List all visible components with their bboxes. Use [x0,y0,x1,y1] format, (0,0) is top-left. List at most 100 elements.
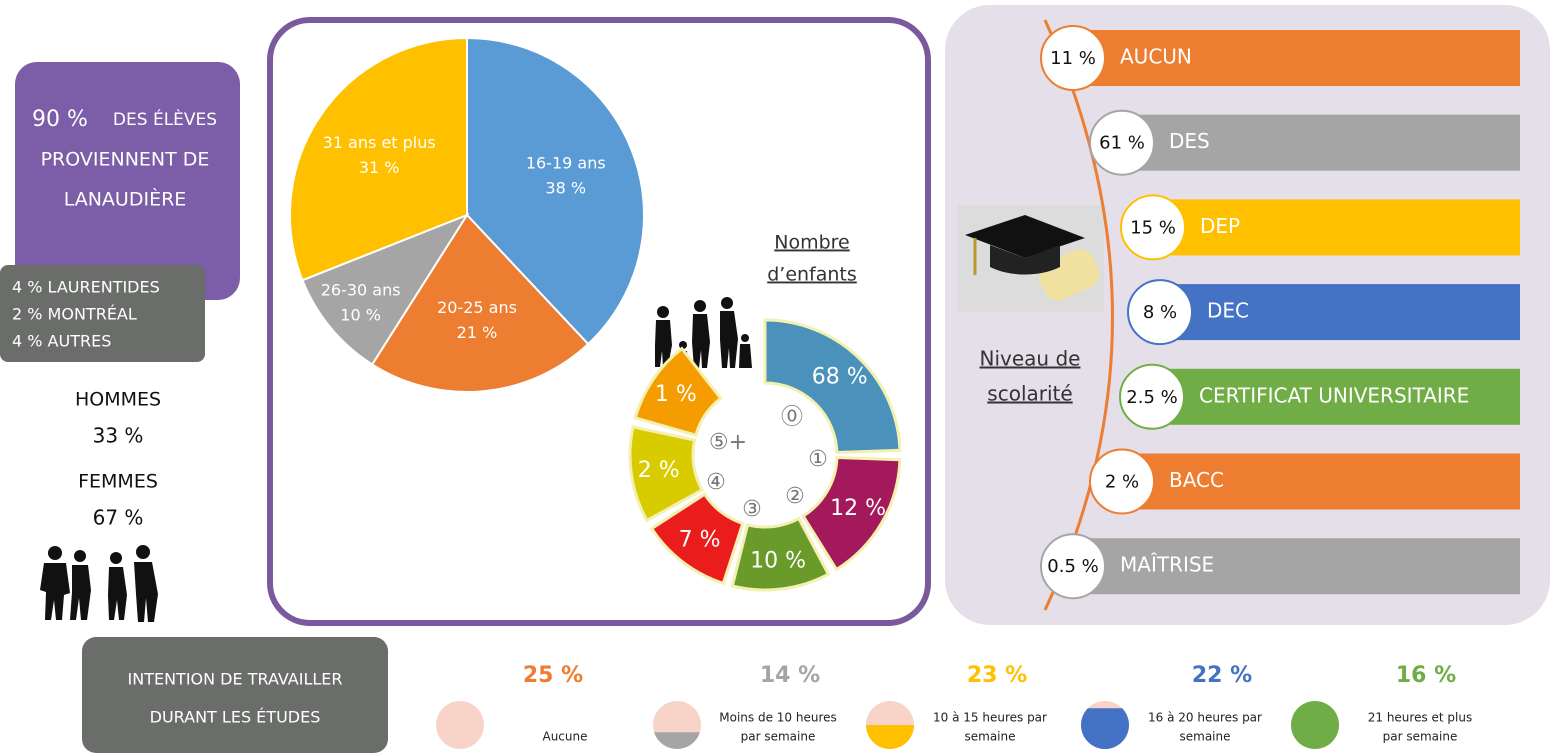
level-label: CERTIFICAT UNIVERSITAIRE [1199,383,1469,407]
education-title: Niveau de [980,347,1081,371]
connector [1043,19,1114,611]
level-circle [1040,25,1106,91]
donut-segment [633,346,723,438]
graduation-icon [958,205,1104,312]
work-icon-fill [654,732,700,750]
slice-label: 31 ans et plus [323,133,436,152]
segment-label: ① [808,447,828,472]
level-bar [1122,453,1520,510]
level-circle [1040,533,1106,600]
work-value: 25 % [523,663,583,688]
donut-segment [649,492,745,586]
children-title: d’enfants [767,264,857,286]
work-icon-fill [1291,701,1339,749]
work-label: 16 à 20 heures par [1148,711,1262,725]
pie-slice [301,212,470,366]
slice-label: 16-19 ans [526,153,606,172]
work-title: INTENTION DE TRAVAILLER [128,670,343,689]
level-value: 2 % [1105,472,1139,493]
work-icon-fill [1081,708,1130,750]
work-label: 10 à 15 heures par [933,711,1047,725]
level-value: 11 % [1050,48,1096,69]
segment-value: 10 % [750,549,806,574]
level-bar [1160,284,1520,341]
work-title: DURANT LES ÉTUDES [150,708,321,727]
level-circle [1119,363,1185,430]
work-label: par semaine [1383,730,1458,744]
slice-value: 31 % [359,158,400,177]
work-label: Aucune [542,730,587,744]
segment-value: 12 % [830,496,886,521]
level-circle [1127,279,1193,346]
donut-segment [763,318,902,455]
level-circle [1089,448,1155,515]
segment-value: 1 % [655,382,697,407]
donut-segment [628,425,705,523]
work-value: 14 % [760,663,820,688]
level-circle [1089,109,1155,176]
slice-value: 10 % [340,306,381,325]
work-icon-bg [436,701,484,749]
level-bar [1152,368,1520,425]
level-label: DEP [1200,214,1240,238]
level-bar [1073,538,1520,595]
pie-slice [289,36,468,282]
other-region: 4 % LAURENTIDES [12,278,160,297]
segment-label: ④ [706,470,726,495]
level-value: 2.5 % [1126,387,1177,408]
work-icon-fill [866,725,914,749]
origin-box [15,62,240,300]
segment-label: ② [785,484,805,509]
segment-label: ⑤+ [709,430,747,455]
level-value: 8 % [1143,302,1177,323]
level-circle [1120,194,1186,261]
pie-slice [466,36,645,346]
donut-segment [801,455,902,572]
segment-label: ⓪ [781,405,803,430]
work-label: 21 heures et plus [1368,711,1473,725]
pie-slice [370,213,590,393]
origin-text: PROVIENNENT DE [41,149,210,171]
slice-label: 26-30 ans [321,281,401,300]
gender-value: 67 % [93,506,144,530]
segment-value: 7 % [679,527,721,552]
work-value: 23 % [967,663,1027,688]
level-label: MAÎTRISE [1120,553,1214,577]
segment-value: 2 % [638,458,680,483]
origin-main: 90 % [32,107,88,132]
segment-value: 68 % [812,365,868,390]
slice-value: 38 % [545,178,586,197]
work-value: 22 % [1192,663,1252,688]
children-title: Nombre [774,232,850,254]
other-region: 2 % MONTRÉAL [12,305,137,324]
gender-value: 33 % [93,424,144,448]
work-label: semaine [965,730,1016,744]
level-label: BACC [1169,468,1224,492]
people-icon [40,545,158,622]
level-label: DES [1169,129,1210,153]
gender-label: HOMMES [75,389,161,411]
level-bar [1122,114,1520,171]
level-bar [1153,199,1520,256]
work-label: par semaine [741,730,816,744]
segment-label: ③ [742,497,762,522]
level-label: DEC [1207,299,1249,323]
origin-text: DES ÉLÈVES [113,108,217,130]
level-label: AUCUN [1120,45,1192,69]
level-value: 0.5 % [1047,556,1098,577]
work-value: 16 % [1396,663,1456,688]
level-value: 61 % [1099,133,1145,154]
level-bar [1073,30,1520,86]
work-label: semaine [1180,730,1231,744]
work-box [82,637,388,753]
gender-label: FEMMES [78,471,158,493]
education-title: scolarité [987,382,1072,406]
work-label: Moins de 10 heures [719,711,837,725]
origin-text: LANAUDIÈRE [64,188,187,211]
other-region: 4 % AUTRES [12,332,111,351]
slice-label: 20-25 ans [437,298,517,317]
donut-segment [730,516,831,592]
others-box [0,265,205,362]
